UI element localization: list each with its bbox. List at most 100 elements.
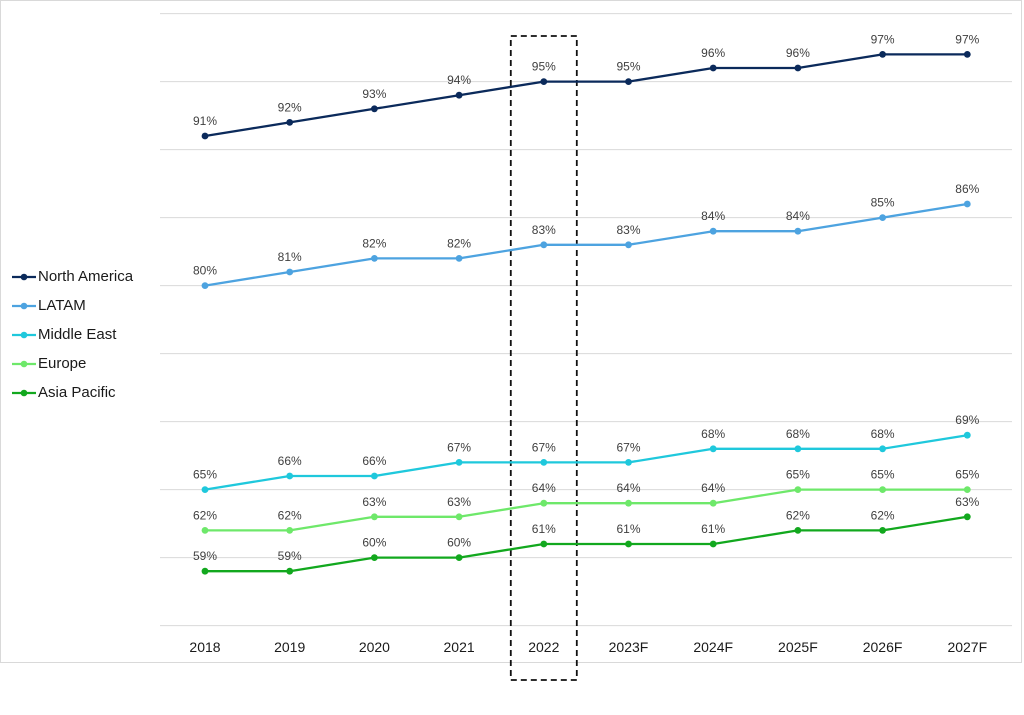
- data-label-latam-2026f: 85%: [871, 196, 895, 210]
- legend-swatch-north-america: [12, 273, 36, 280]
- data-label-asia-pacific-2022: 61%: [532, 522, 556, 536]
- series-line-middle-east: [204, 434, 968, 491]
- series-line-latam: [204, 202, 968, 287]
- data-label-middle-east-2025f: 68%: [786, 427, 810, 441]
- point-latam-2027f: [963, 200, 971, 208]
- point-north-america-2027f: [963, 51, 971, 58]
- data-label-middle-east-2020: 66%: [362, 454, 386, 468]
- data-label-latam-2021: 82%: [447, 236, 471, 250]
- legend-item-europe: Europe: [12, 349, 133, 378]
- data-label-latam-2023f: 83%: [616, 223, 640, 237]
- data-label-middle-east-2019: 66%: [278, 454, 302, 468]
- series-line-north-america: [204, 53, 968, 138]
- point-middle-east-2027f: [963, 431, 971, 439]
- point-latam-2020: [371, 255, 378, 262]
- x-tick-label-2022: 2022: [528, 639, 559, 655]
- point-asia-pacific-2019: [286, 567, 294, 575]
- data-label-asia-pacific-2020: 60%: [362, 536, 386, 550]
- data-label-europe-2018: 62%: [193, 508, 217, 522]
- point-asia-pacific-2027f: [963, 513, 971, 521]
- x-tick-label-2026f: 2026F: [863, 639, 903, 655]
- data-label-latam-2024f: 84%: [701, 209, 725, 223]
- point-north-america-2022: [540, 78, 548, 85]
- data-label-north-america-2022: 95%: [532, 60, 556, 74]
- point-middle-east-2024f: [709, 445, 717, 453]
- legend-label: Asia Pacific: [38, 384, 116, 401]
- data-label-asia-pacific-2018: 59%: [193, 549, 217, 563]
- data-label-north-america-2025f: 96%: [786, 46, 810, 60]
- point-latam-2018: [201, 282, 209, 289]
- x-tick-label-2018: 2018: [189, 639, 220, 655]
- point-latam-2026f: [879, 214, 886, 222]
- data-label-europe-2025f: 65%: [786, 468, 810, 482]
- point-middle-east-2020: [371, 472, 378, 480]
- data-label-middle-east-2023f: 67%: [616, 440, 640, 454]
- point-latam-2021: [455, 255, 463, 262]
- data-label-europe-2019: 62%: [278, 508, 302, 522]
- legend-item-latam: LATAM: [12, 291, 133, 320]
- point-europe-2023f: [625, 499, 632, 507]
- point-asia-pacific-2020: [371, 554, 378, 561]
- data-label-middle-east-2018: 65%: [193, 468, 217, 482]
- point-north-america-2024f: [709, 64, 717, 72]
- data-label-middle-east-2026f: 68%: [871, 427, 895, 441]
- x-tick-label-2027f: 2027F: [947, 639, 987, 655]
- data-label-north-america-2026f: 97%: [871, 32, 895, 46]
- point-europe-2018: [201, 527, 209, 534]
- data-label-europe-2027f: 65%: [955, 468, 979, 482]
- point-asia-pacific-2025f: [794, 527, 802, 534]
- data-label-middle-east-2021: 67%: [447, 440, 471, 454]
- data-label-middle-east-2024f: 68%: [701, 427, 725, 441]
- data-label-latam-2020: 82%: [362, 236, 386, 250]
- data-label-north-america-2024f: 96%: [701, 46, 725, 60]
- legend-label: LATAM: [38, 297, 86, 314]
- point-europe-2022: [540, 499, 548, 507]
- data-label-europe-2026f: 65%: [871, 468, 895, 482]
- point-europe-2025f: [794, 486, 802, 493]
- legend-item-middle-east: Middle East: [12, 320, 133, 349]
- data-label-asia-pacific-2025f: 62%: [786, 508, 810, 522]
- point-north-america-2019: [286, 119, 294, 126]
- point-asia-pacific-2022: [540, 540, 548, 548]
- point-north-america-2021: [455, 91, 463, 99]
- data-label-north-america-2018: 91%: [193, 114, 217, 128]
- point-europe-2026f: [879, 486, 886, 493]
- legend-label: North America: [38, 268, 134, 285]
- point-middle-east-2023f: [625, 459, 632, 466]
- data-label-latam-2018: 80%: [193, 264, 217, 278]
- point-middle-east-2022: [540, 459, 548, 466]
- data-label-middle-east-2027f: 69%: [955, 413, 979, 427]
- point-europe-2024f: [709, 499, 717, 507]
- point-north-america-2018: [201, 132, 209, 140]
- point-north-america-2026f: [879, 51, 886, 58]
- point-europe-2021: [455, 513, 463, 521]
- point-asia-pacific-2023f: [625, 540, 632, 548]
- point-asia-pacific-2021: [455, 554, 463, 561]
- point-north-america-2025f: [794, 64, 802, 72]
- series-line-asia-pacific: [205, 515, 968, 573]
- data-label-asia-pacific-2024f: 61%: [701, 522, 725, 536]
- point-europe-2019: [286, 527, 294, 534]
- point-latam-2024f: [709, 227, 717, 235]
- point-north-america-2020: [371, 105, 378, 113]
- point-north-america-2023f: [625, 78, 632, 85]
- point-middle-east-2019: [286, 472, 294, 480]
- x-tick-label-2024f: 2024F: [693, 639, 733, 655]
- data-label-north-america-2021: 94%: [447, 73, 471, 87]
- point-middle-east-2025f: [794, 445, 802, 453]
- legend-swatch-asia-pacific: [12, 389, 36, 396]
- point-asia-pacific-2024f: [709, 540, 717, 548]
- data-label-europe-2022: 64%: [532, 481, 556, 495]
- data-label-asia-pacific-2021: 60%: [447, 536, 471, 550]
- highlight-box: [509, 35, 578, 681]
- point-europe-2027f: [963, 486, 971, 493]
- point-latam-2023f: [625, 241, 632, 249]
- series-line-europe: [205, 488, 968, 532]
- legend: North America LATAM Middle East Europe A…: [12, 262, 133, 407]
- x-tick-label-2019: 2019: [274, 639, 305, 655]
- x-tick-label-2025f: 2025F: [778, 639, 818, 655]
- data-label-europe-2023f: 64%: [616, 481, 640, 495]
- data-label-middle-east-2022: 67%: [532, 440, 556, 454]
- x-tick-label-2020: 2020: [359, 639, 390, 655]
- x-tick-label-2021: 2021: [444, 639, 475, 655]
